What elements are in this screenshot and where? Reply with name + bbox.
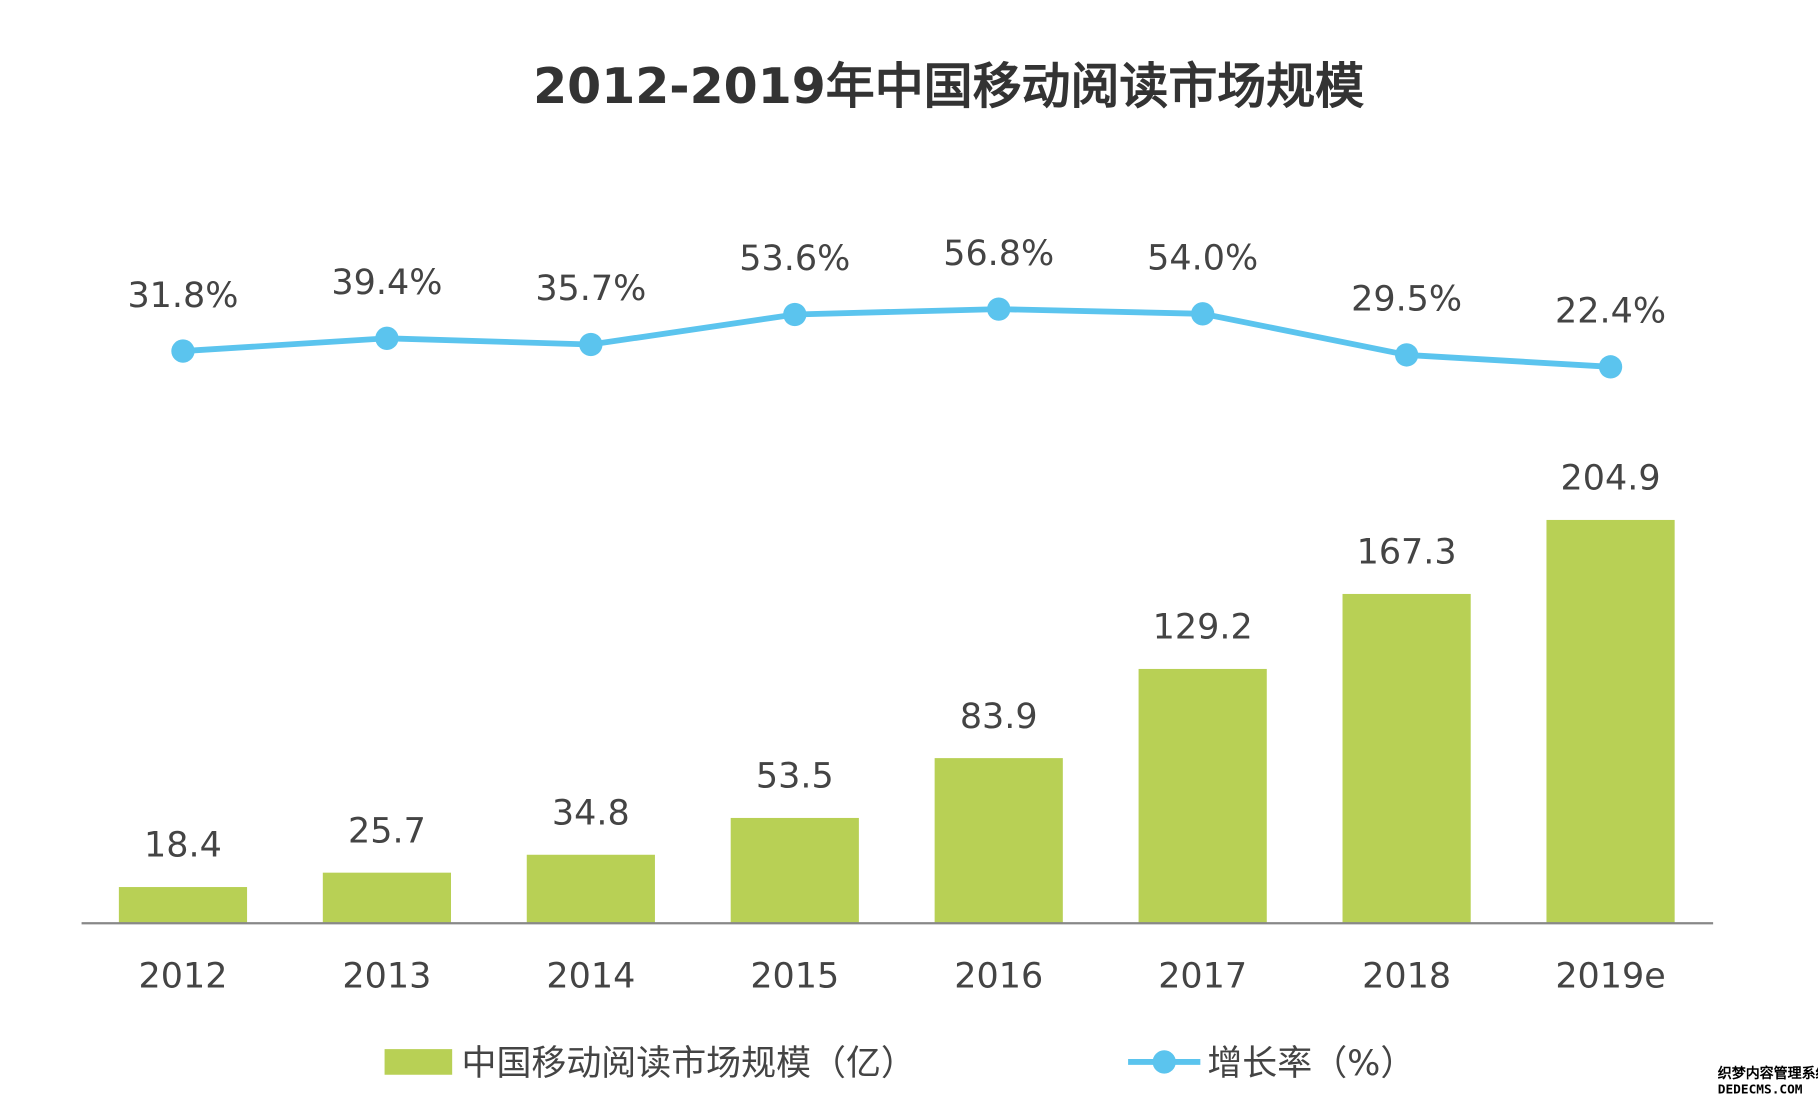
bar-2018 xyxy=(1342,593,1471,924)
legend-line-marker xyxy=(1152,1050,1176,1074)
bar-2012 xyxy=(118,887,248,924)
legend-bar-label: 中国移动阅读市场规模（亿） xyxy=(461,1044,915,1084)
line-label-2016: 56.8% xyxy=(943,234,1054,274)
x-tick-2017: 2017 xyxy=(1158,956,1247,996)
bar-label-2019e: 204.9 xyxy=(1561,459,1661,499)
watermark-line2: DEDECMS.COM xyxy=(1718,1082,1803,1096)
bar-label-2016: 83.9 xyxy=(960,697,1038,737)
line-point-2012 xyxy=(171,339,195,363)
bar-label-2014: 34.8 xyxy=(552,793,630,833)
line-label-2013: 39.4% xyxy=(331,263,442,303)
bar-2014 xyxy=(526,854,655,924)
line-point-2013 xyxy=(375,326,399,350)
line-label-2018: 29.5% xyxy=(1351,280,1462,320)
chart-title: 2012-2019年中国移动阅读市场规模 xyxy=(533,58,1364,115)
legend-line-label: 增长率（%） xyxy=(1207,1044,1415,1084)
bar-2015 xyxy=(730,817,859,924)
x-tick-2015: 2015 xyxy=(750,956,839,996)
line-point-2018 xyxy=(1394,343,1419,367)
x-tick-2012: 2012 xyxy=(138,956,227,996)
bar-series: 18.4 25.7 34.8 53.5 83.9 129.2 167.3 204.9 xyxy=(118,459,1675,924)
line-point-2014 xyxy=(579,332,603,357)
line-label-2014: 35.7% xyxy=(535,269,646,309)
line-label-2017: 54.0% xyxy=(1147,239,1258,279)
x-tick-2014: 2014 xyxy=(546,956,635,996)
bar-label-2017: 129.2 xyxy=(1153,608,1253,648)
line-point-2019e xyxy=(1598,355,1623,379)
x-tick-2016: 2016 xyxy=(954,956,1043,996)
bar-2017 xyxy=(1138,668,1267,924)
line-point-2016 xyxy=(987,297,1011,321)
watermark: 织梦内容管理系统 DEDECMS.COM xyxy=(1713,1063,1818,1096)
bar-2013 xyxy=(322,872,452,924)
bar-label-2013: 25.7 xyxy=(348,811,426,851)
bar-2016 xyxy=(934,758,1063,924)
line-series: 31.8% 39.4% 35.7% 53.6% 56.8% 54.0% 29.5% 22.4% xyxy=(127,234,1666,379)
growth-line xyxy=(182,306,1611,370)
bar-2019e xyxy=(1546,519,1675,924)
watermark-line1: 织梦内容管理系统 xyxy=(1718,1065,1818,1082)
legend: 中国移动阅读市场规模（亿） 增长率（%） xyxy=(384,1044,1415,1084)
legend-bar-swatch xyxy=(384,1049,453,1075)
bar-label-2018: 167.3 xyxy=(1357,533,1457,573)
line-point-2015 xyxy=(783,302,807,327)
x-tick-2019e: 2019e xyxy=(1555,956,1665,996)
bar-label-2012: 18.4 xyxy=(144,826,222,866)
x-tick-2018: 2018 xyxy=(1362,956,1451,996)
bar-label-2015: 53.5 xyxy=(756,757,834,797)
line-label-2012: 31.8% xyxy=(127,276,238,316)
line-label-2015: 53.6% xyxy=(739,239,850,279)
x-tick-2013: 2013 xyxy=(342,956,431,996)
x-axis-ticks: 2012 2013 2014 2015 2016 2017 2018 2019e xyxy=(138,956,1665,996)
line-label-2019e: 22.4% xyxy=(1555,292,1666,332)
line-point-2017 xyxy=(1191,302,1215,326)
